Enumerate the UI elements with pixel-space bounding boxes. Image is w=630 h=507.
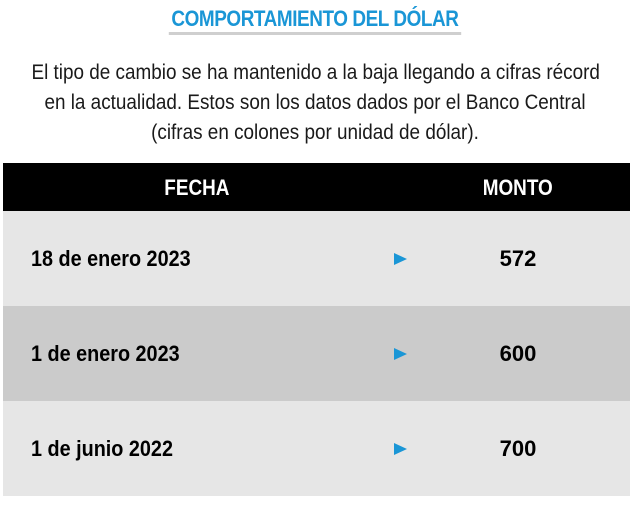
row-fecha: 18 de enero 2023: [31, 246, 191, 271]
page-title: COMPORTAMIENTO DEL DÓLAR: [168, 6, 462, 35]
play-triangle-icon: [394, 443, 407, 455]
intro-line-1: El tipo de cambio se ha mantenido a la b…: [31, 61, 600, 84]
table-row: 1 de junio 2022 700: [3, 401, 630, 496]
play-triangle-icon: [394, 253, 407, 265]
table-header: FECHA MONTO: [3, 163, 630, 211]
table-row: 1 de enero 2023 600: [3, 306, 630, 401]
intro-line-3: (cifras en colones por unidad de dólar).: [151, 121, 479, 144]
row-monto: 600: [499, 341, 537, 366]
title-bar: COMPORTAMIENTO DEL DÓLAR: [0, 0, 630, 38]
row-fecha: 1 de enero 2023: [31, 341, 180, 366]
play-triangle-icon: [394, 348, 407, 360]
column-header-fecha: FECHA: [164, 175, 230, 200]
exchange-rate-table: FECHA MONTO 18 de enero 2023 572 1 de ener…: [3, 163, 630, 496]
intro-text: El tipo de cambio se ha mantenido a la b…: [0, 58, 630, 148]
row-fecha: 1 de junio 2022: [31, 436, 173, 461]
table-row: 18 de enero 2023 572: [3, 211, 630, 306]
column-header-monto: MONTO: [482, 175, 554, 200]
row-monto: 700: [499, 436, 537, 461]
intro-line-2: en la actualidad. Estos son los datos da…: [44, 91, 586, 114]
row-monto: 572: [499, 246, 537, 271]
